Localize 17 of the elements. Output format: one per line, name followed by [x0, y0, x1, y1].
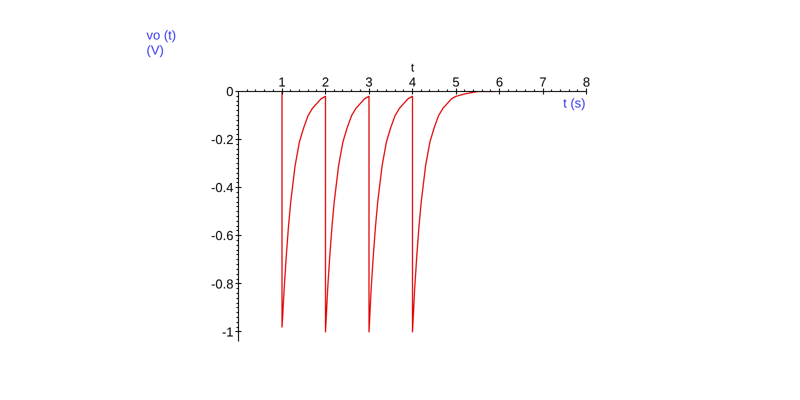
annotation: t (s)	[563, 95, 586, 110]
y-tick-label: -0.8	[211, 276, 234, 292]
x-tick-label: 3	[365, 74, 373, 90]
y-tick-label: -0.4	[211, 180, 234, 196]
y-axis-title: vo (t) (V)	[146, 28, 176, 58]
x-axis-title: t	[410, 60, 415, 74]
y-tick-label: 0	[226, 84, 234, 99]
x-tick-label: 7	[539, 74, 547, 90]
y-tick-label: -0.2	[211, 132, 234, 148]
x-tick-label: 6	[496, 74, 504, 90]
x-tick-label: 5	[452, 74, 460, 90]
x-tick-label: 4	[408, 74, 416, 90]
x-tick-label: 8	[582, 74, 590, 90]
x-tick-label: 1	[278, 74, 286, 90]
x-tick-label: 2	[322, 74, 330, 90]
y-tick-label: -0.6	[211, 228, 234, 244]
y-tick-label: -1	[222, 324, 234, 340]
